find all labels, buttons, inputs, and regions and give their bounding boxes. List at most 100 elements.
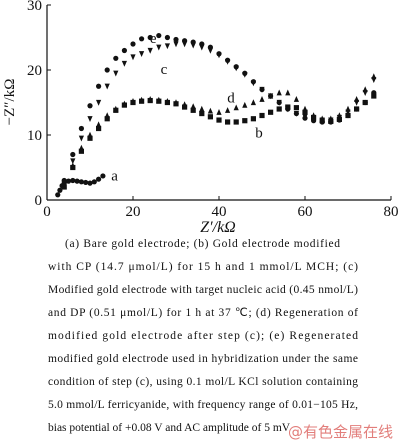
data-point — [121, 100, 127, 107]
data-point — [182, 38, 188, 44]
data-point — [242, 70, 248, 76]
data-point — [104, 112, 110, 119]
data-point — [225, 107, 231, 113]
data-point — [242, 118, 248, 124]
data-point — [250, 79, 256, 85]
y-tick-label: 10 — [27, 128, 42, 144]
data-point — [199, 41, 205, 47]
data-point — [250, 99, 256, 106]
data-point — [70, 177, 76, 184]
data-point — [173, 99, 179, 106]
data-point — [250, 116, 256, 122]
data-point — [87, 135, 93, 141]
data-point — [96, 176, 102, 182]
x-tick-label: 40 — [212, 204, 227, 220]
data-point — [96, 125, 102, 132]
data-point — [242, 101, 248, 108]
data-point — [371, 93, 377, 99]
y-tick-label: 0 — [35, 193, 43, 209]
data-point — [207, 44, 213, 50]
series-label: d — [227, 91, 235, 107]
data-point — [233, 119, 239, 125]
data-point — [354, 106, 360, 112]
data-point — [268, 93, 274, 99]
data-point — [311, 118, 317, 124]
data-point — [362, 99, 368, 106]
data-point — [199, 110, 205, 117]
data-point — [78, 135, 84, 142]
data-point — [121, 47, 127, 54]
data-point — [345, 112, 351, 119]
data-point — [130, 54, 136, 61]
data-point — [225, 119, 231, 125]
data-point — [190, 39, 196, 45]
data-point — [87, 116, 93, 122]
data-point — [293, 96, 299, 102]
data-point — [104, 67, 110, 73]
data-point — [70, 151, 76, 158]
data-point — [130, 98, 136, 104]
data-point — [268, 109, 274, 115]
data-point — [285, 106, 291, 112]
data-point — [87, 131, 93, 138]
data-point — [100, 173, 106, 179]
data-point — [147, 96, 153, 102]
data-point — [182, 101, 188, 108]
data-point — [371, 90, 377, 96]
data-point — [104, 116, 110, 122]
data-point — [164, 43, 170, 50]
data-point — [147, 34, 153, 41]
data-point — [156, 44, 162, 51]
x-tick-label: 20 — [126, 204, 141, 220]
data-point — [156, 96, 162, 103]
data-point — [78, 179, 84, 185]
x-tick-label: 60 — [298, 204, 313, 220]
data-point — [78, 148, 84, 154]
caption-line: with CP (14.7 μmol/L) for 15 h and 1 mmo… — [48, 261, 358, 273]
data-point — [362, 86, 368, 93]
data-point — [83, 179, 89, 186]
caption-line: (a) Bare gold electrode; (b) Gold electr… — [65, 238, 340, 250]
data-point — [207, 114, 213, 120]
data-point — [113, 70, 119, 77]
data-point — [173, 36, 179, 43]
data-point — [121, 60, 127, 67]
x-tick-label: 0 — [43, 204, 51, 220]
data-point — [104, 83, 110, 90]
caption-line: Modified gold electrode with target nucl… — [48, 284, 358, 296]
data-point — [55, 192, 61, 198]
data-point — [164, 34, 170, 41]
data-point — [113, 55, 119, 61]
data-point — [139, 51, 145, 57]
y-axis-label: −Z″/kΩ — [2, 79, 18, 126]
data-point — [139, 96, 145, 103]
caption-line: modified gold electrode after step (c); … — [48, 330, 358, 342]
caption-line: bias potential of +0.08 V and AC amplitu… — [48, 422, 291, 434]
data-point — [207, 107, 213, 114]
x-tick-label: 80 — [384, 204, 399, 220]
data-point — [199, 105, 205, 112]
data-point — [302, 115, 308, 121]
y-tick-label: 20 — [27, 63, 42, 79]
series-label: b — [255, 126, 263, 142]
data-point — [216, 109, 222, 115]
data-point — [130, 41, 136, 47]
data-point — [216, 51, 222, 57]
data-point — [65, 178, 72, 184]
data-point — [156, 32, 162, 39]
data-point — [96, 121, 102, 128]
data-point — [61, 177, 67, 184]
caption-line: and DP (0.51 μmol/L) for 1 h at 37 ℃; (d… — [48, 307, 358, 319]
data-point — [293, 110, 299, 117]
data-point — [302, 105, 308, 112]
data-point — [61, 182, 67, 189]
data-point — [259, 96, 265, 102]
data-point — [190, 107, 196, 113]
watermark: @有色金属在线 — [288, 423, 393, 441]
data-point — [74, 178, 80, 184]
data-point — [293, 105, 299, 111]
data-point — [302, 109, 308, 115]
data-point — [233, 64, 239, 70]
data-point — [113, 105, 119, 112]
data-point — [57, 187, 63, 193]
